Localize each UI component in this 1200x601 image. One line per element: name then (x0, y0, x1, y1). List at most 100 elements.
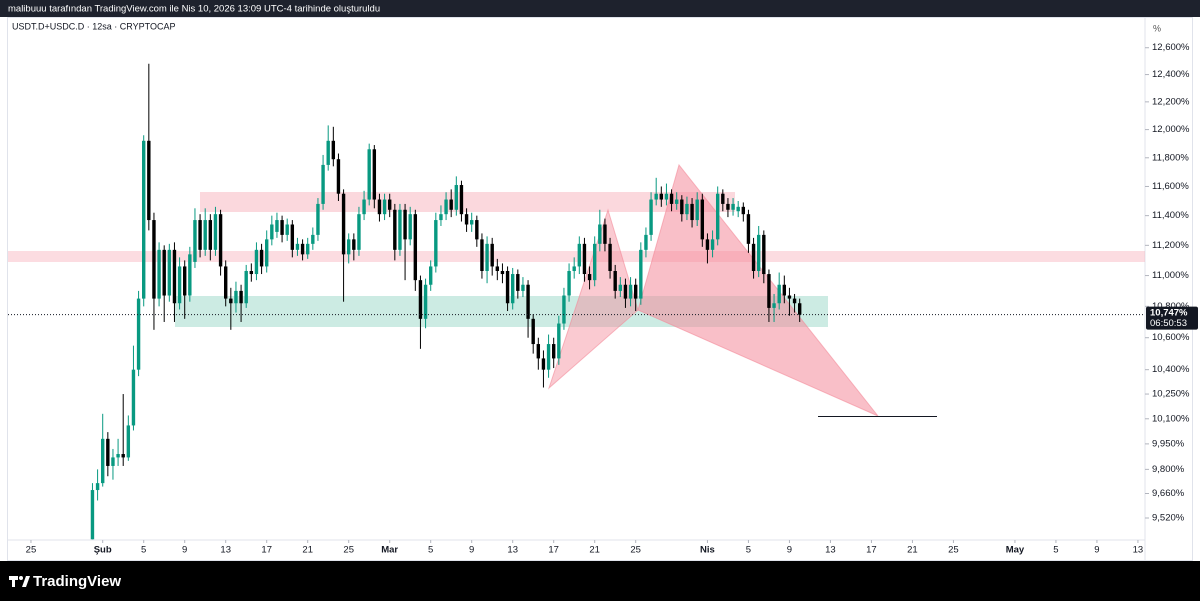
caption: malibuuu tarafından TradingView.com ile … (8, 4, 380, 15)
y-tick-label: 10,250% (1152, 389, 1190, 400)
header-bar (0, 0, 1200, 17)
y-tick-label: 12,200% (1152, 96, 1190, 107)
x-tick-label: 9 (469, 545, 474, 556)
candle-body (188, 254, 192, 296)
candle-body (95, 483, 100, 491)
candle-body (618, 284, 623, 291)
symbol-title: USDT.D+USDC.D · 12sa · CRYPTOCAP (12, 21, 175, 31)
x-tick-label: 25 (948, 545, 959, 556)
candle-body (387, 199, 392, 210)
brand: TradingView (33, 573, 121, 590)
candle-body (449, 199, 453, 210)
x-tick-label: 13 (1133, 545, 1144, 556)
y-tick-label: 10,100% (1152, 413, 1190, 424)
x-tick-label: 25 (343, 545, 354, 556)
y-tick-label: 11,400% (1152, 210, 1189, 221)
candle-body (680, 199, 684, 215)
candle-body (183, 266, 187, 296)
candle-body (131, 369, 136, 426)
x-tick-label: Şub (94, 545, 112, 556)
candle-body (244, 271, 248, 304)
x-tick-label: Nis (700, 545, 715, 556)
candle-body (649, 199, 653, 235)
candle-body (280, 220, 284, 235)
candle-body (587, 274, 592, 281)
candle-body (285, 224, 289, 235)
x-tick-label: 13 (825, 545, 836, 556)
candle-body (674, 199, 679, 204)
candle-body (326, 140, 330, 165)
candle-body (106, 438, 110, 466)
candle-body (792, 298, 797, 304)
candle-body (408, 214, 412, 240)
candle-body (797, 303, 802, 315)
candle-body (500, 271, 505, 275)
candle-body (762, 234, 766, 275)
logo-icon (9, 576, 30, 587)
candle-body (147, 140, 151, 221)
candle-body (90, 490, 95, 540)
candle-body (306, 243, 310, 255)
candle-body (352, 239, 356, 250)
candle-body (198, 220, 202, 250)
candle-body (213, 214, 218, 250)
candle-body (362, 199, 366, 215)
candle-body (393, 209, 397, 250)
x-tick-label: 25 (630, 545, 641, 556)
candle-body (428, 266, 433, 285)
x-tick-label: 25 (26, 545, 37, 556)
candle-body (193, 220, 197, 262)
candle-body (357, 214, 361, 250)
candle-body (644, 234, 648, 250)
y-tick-label: 12,600% (1152, 42, 1190, 53)
candle-body (664, 193, 669, 200)
candle-body (551, 344, 556, 359)
candle-body (582, 243, 587, 275)
candle-body (516, 274, 520, 291)
y-tick-label: 12,400% (1152, 69, 1190, 80)
candle-body (541, 358, 546, 370)
candle-body (464, 214, 469, 225)
candle-body (715, 193, 720, 240)
candle-body (705, 239, 710, 250)
candle-body (475, 220, 479, 240)
candle-body (423, 284, 428, 319)
x-tick-label: 9 (182, 545, 187, 556)
candle-body (633, 284, 638, 299)
candle-body (521, 284, 525, 291)
candle-body (142, 140, 146, 299)
candle-body (172, 249, 177, 304)
candle-body (756, 234, 761, 272)
candle-body (377, 199, 382, 215)
candle-body (177, 266, 182, 304)
candle-body (101, 438, 105, 484)
candle-body (726, 203, 730, 210)
candle-body (157, 249, 161, 299)
x-tick-label: 13 (220, 545, 231, 556)
candle-body (336, 159, 341, 194)
x-tick-label: May (1006, 545, 1025, 556)
footer-bar (0, 561, 1200, 601)
candle-body (331, 140, 336, 160)
candle-body (741, 206, 746, 215)
candle-body (695, 199, 699, 221)
candle-body (613, 271, 617, 291)
candle-body (505, 271, 510, 304)
candle-body (239, 290, 243, 304)
candle-body (736, 206, 740, 212)
candle-body (347, 239, 351, 255)
y-axis-unit: % (1153, 23, 1161, 33)
candle-body (469, 220, 474, 225)
x-tick-label: 17 (866, 545, 877, 556)
candle-body (126, 425, 131, 458)
candle-body (290, 224, 295, 250)
x-tick-label: 9 (787, 545, 792, 556)
candle-body (167, 249, 172, 296)
candle-body (265, 239, 269, 267)
x-tick-label: 13 (507, 545, 518, 556)
candle-body (382, 199, 387, 215)
candle-body (316, 203, 320, 235)
y-tick-label: 9,800% (1152, 464, 1185, 475)
candle-body (654, 193, 658, 200)
